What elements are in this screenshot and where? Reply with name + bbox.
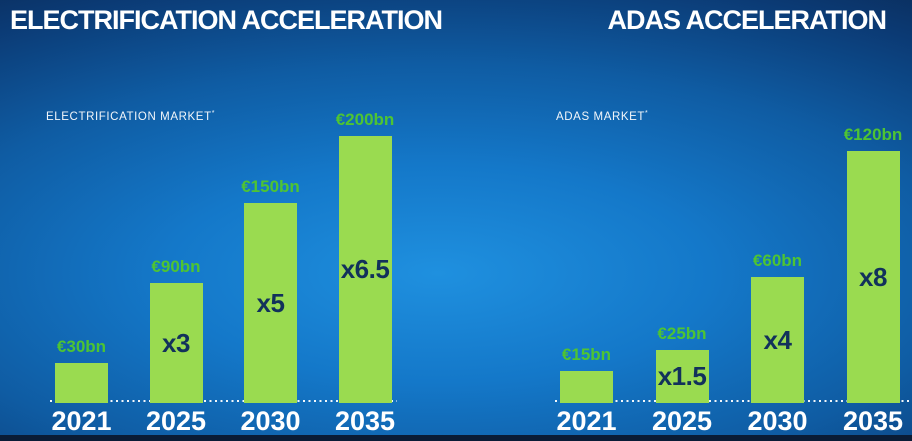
bar-column-2025: x1.5 €25bn 2025 [652, 324, 712, 436]
bar-multiplier-label: x8 [859, 261, 887, 292]
adas-chart-title: ADAS ACCELERATION [607, 5, 887, 35]
electrification-market-label-text: ELECTRIFICATION MARKET [46, 110, 212, 123]
bar-column-2021: €15bn 2021 [556, 345, 616, 436]
bar-multiplier-label: x3 [162, 327, 190, 358]
year-label-2030: 2030 [747, 406, 808, 436]
adas-market-label-text: ADAS MARKET [556, 110, 646, 123]
bar-multiplier-label: x1.5 [657, 361, 707, 391]
adas-market-label: ADAS MARKET* [556, 110, 648, 123]
bar-column-2025: x3 €90bn 2025 [146, 257, 206, 436]
bar-2030: x4 [751, 277, 804, 403]
bar-multiplier-label: x6.5 [340, 254, 390, 284]
adas-market-asterisk: * [645, 110, 649, 117]
bar-2021 [560, 371, 613, 403]
bar-multiplier-label: x4 [763, 324, 792, 355]
bar-2025: x1.5 [655, 350, 709, 403]
bar-2025: x3 [149, 283, 203, 403]
year-label-2035: 2035 [334, 406, 396, 436]
electrification-chart-title: ELECTRIFICATION ACCELERATION [10, 5, 443, 35]
bar-2021 [55, 363, 108, 403]
electrification-baseline-dotted [50, 400, 397, 402]
bar-column-2035: x8 €120bn 2035 [843, 125, 903, 436]
bar-2035: x8 [846, 151, 900, 403]
bar-2030: x5 [244, 203, 297, 403]
bar-column-2021: €30bn 2021 [51, 337, 111, 436]
electrification-market-label: ELECTRIFICATION MARKET* [46, 110, 215, 123]
bar-value-label: €120bn [843, 125, 903, 144]
bar-column-2035: x6.5 €200bn 2035 [335, 110, 395, 436]
bar-value-label: €200bn [335, 110, 395, 129]
bar-value-label: €25bn [657, 324, 707, 343]
bar-value-label: €90bn [151, 257, 201, 276]
adas-baseline-dotted [555, 400, 912, 402]
bar-2035: x6.5 [338, 136, 392, 403]
year-label-2035: 2035 [842, 406, 904, 436]
year-label-2025: 2025 [651, 406, 713, 436]
bar-value-label: €150bn [241, 177, 300, 196]
year-label-2021: 2021 [556, 406, 617, 436]
bar-multiplier-label: x5 [256, 287, 285, 318]
bar-value-label: €30bn [56, 337, 107, 356]
electrification-market-asterisk: * [211, 110, 216, 117]
year-label-2030: 2030 [240, 406, 301, 436]
year-label-2021: 2021 [51, 406, 112, 436]
bottom-navy-band [0, 435, 912, 441]
bar-value-label: €15bn [561, 345, 612, 364]
bar-column-2030: x4 €60bn 2030 [747, 251, 807, 436]
year-label-2025: 2025 [145, 406, 207, 436]
bar-value-label: €60bn [752, 251, 803, 270]
bar-column-2030: x5 €150bn 2030 [240, 177, 300, 436]
